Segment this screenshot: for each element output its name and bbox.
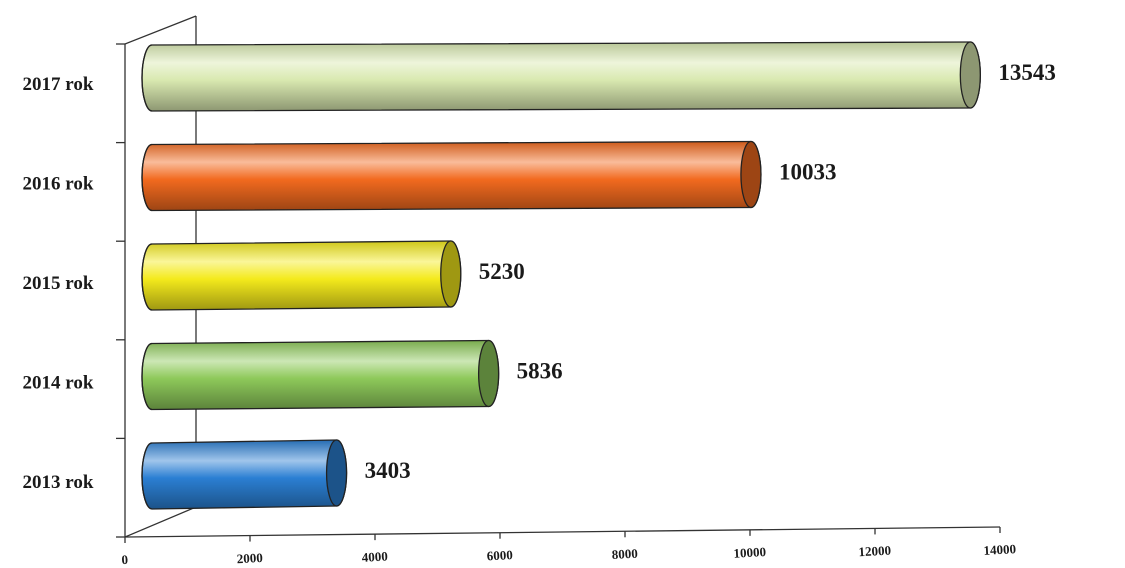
bar-start-edge — [141, 243, 153, 311]
x-tick-label: 2000 — [236, 550, 263, 566]
value-label: 5836 — [517, 359, 563, 384]
bar-body — [141, 439, 348, 510]
bar-start-edge — [141, 342, 153, 411]
x-axis — [124, 526, 1001, 538]
top-depth-edge — [124, 15, 197, 45]
category-label: 2015 rok — [23, 273, 94, 294]
value-labels: 3403 5836 5230 10033 13543 — [365, 60, 1056, 483]
value-label: 13543 — [998, 60, 1056, 85]
bar-start-edge — [141, 143, 153, 212]
bar-start-edge — [141, 44, 153, 112]
category-label: 2013 rok — [23, 472, 94, 493]
category-label: 2014 rok — [23, 373, 94, 394]
x-tick-label: 10000 — [733, 544, 766, 561]
bar-2015-rok — [141, 240, 462, 311]
bar-2017-rok — [141, 41, 981, 112]
bar-2016-rok — [141, 140, 762, 212]
x-tick-label: 6000 — [486, 547, 513, 563]
bar-end-cap — [477, 339, 500, 408]
bar-body — [141, 240, 462, 311]
x-axis-ticks: 0 2000 4000 6000 8000 10000 12000 14000 — [121, 527, 1016, 567]
bar-end-cap — [325, 439, 348, 507]
bar-2014-rok — [141, 339, 500, 411]
bar-body — [141, 41, 981, 112]
x-tick-label: 12000 — [858, 543, 891, 560]
value-label: 10033 — [779, 160, 837, 185]
x-tick-label: 4000 — [361, 548, 388, 564]
bars — [141, 41, 981, 510]
bar-end-cap — [959, 41, 981, 109]
x-tick-label: 0 — [121, 552, 128, 567]
value-label: 3403 — [365, 458, 411, 483]
category-label: 2017 rok — [23, 74, 94, 95]
bar-end-cap — [440, 240, 462, 308]
bottom-depth-edge — [124, 506, 197, 538]
bar-body — [141, 339, 500, 411]
bar-start-edge — [141, 442, 153, 510]
y-axis-ticks — [116, 43, 125, 538]
category-labels: 2013 rok 2014 rok 2015 rok 2016 rok 2017 rok — [23, 74, 94, 493]
x-tick-label: 8000 — [611, 546, 638, 562]
category-label: 2016 rok — [23, 174, 94, 195]
bar-2013-rok — [141, 439, 348, 510]
bar-body — [141, 140, 762, 212]
value-label: 5230 — [479, 259, 525, 284]
bar-end-cap — [740, 140, 762, 209]
x-tick-label: 14000 — [983, 541, 1016, 558]
